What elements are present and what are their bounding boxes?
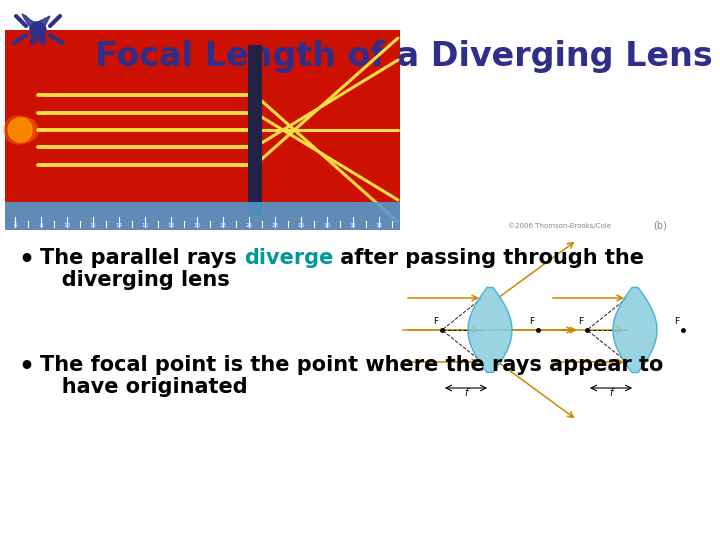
Text: 8: 8 (40, 223, 42, 228)
Text: 10: 10 (63, 223, 71, 228)
Text: 32: 32 (349, 223, 356, 228)
Text: f: f (609, 388, 613, 398)
Text: 14: 14 (115, 223, 122, 228)
Text: 16: 16 (142, 223, 148, 228)
Text: The focal point is the point where the rays appear to: The focal point is the point where the r… (40, 355, 663, 375)
Polygon shape (22, 14, 50, 45)
Circle shape (8, 118, 32, 142)
Text: (b): (b) (653, 220, 667, 230)
Text: •: • (18, 248, 34, 272)
Text: Focal Length of a Diverging Lens: Focal Length of a Diverging Lens (95, 40, 713, 73)
Text: 28: 28 (297, 223, 305, 228)
Text: 30: 30 (323, 223, 330, 228)
Circle shape (4, 116, 32, 144)
Polygon shape (468, 287, 512, 373)
Circle shape (14, 118, 38, 142)
Text: after passing through the: after passing through the (333, 248, 644, 268)
Circle shape (30, 22, 46, 38)
Text: 26: 26 (271, 223, 279, 228)
Bar (5, 202, 400, 230)
Text: 12: 12 (89, 223, 96, 228)
Text: The parallel rays: The parallel rays (40, 248, 244, 268)
Text: •: • (18, 355, 34, 379)
Text: 24: 24 (246, 223, 253, 228)
Text: F: F (529, 317, 534, 326)
Text: 22: 22 (220, 223, 227, 228)
Bar (5, 30, 400, 230)
Circle shape (9, 117, 35, 143)
Text: 20: 20 (194, 223, 200, 228)
Text: ©2006 Thomson-Brooks/Cole: ©2006 Thomson-Brooks/Cole (508, 222, 611, 229)
Text: F: F (675, 317, 680, 326)
Text: 6: 6 (13, 223, 17, 228)
Text: F: F (433, 317, 438, 326)
Polygon shape (613, 287, 657, 373)
Text: 18: 18 (168, 223, 174, 228)
Text: f: f (464, 388, 468, 398)
Text: diverge: diverge (244, 248, 333, 268)
Text: 34: 34 (376, 223, 382, 228)
Text: have originated: have originated (40, 377, 248, 397)
Text: F: F (578, 317, 584, 326)
Bar (248, 45, 262, 215)
Text: diverging lens: diverging lens (40, 270, 230, 290)
